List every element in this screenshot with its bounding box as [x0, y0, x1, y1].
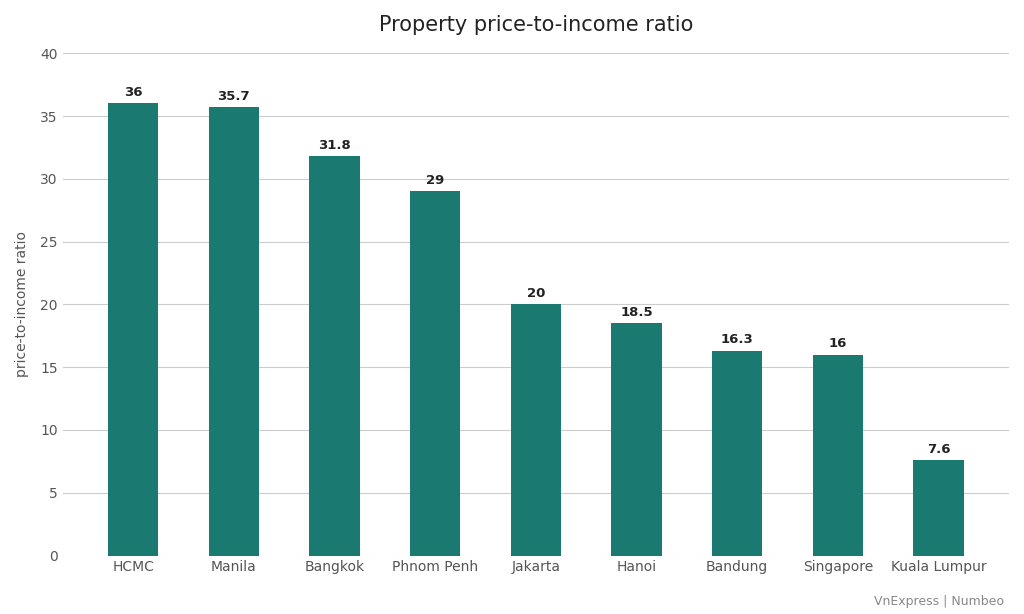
Bar: [611, 323, 662, 556]
Bar: [209, 107, 259, 556]
Text: 35.7: 35.7: [217, 90, 250, 103]
Text: 20: 20: [526, 287, 545, 300]
Bar: [410, 192, 460, 556]
Text: 31.8: 31.8: [318, 139, 351, 152]
Text: 16: 16: [828, 337, 847, 350]
Text: 29: 29: [426, 174, 444, 187]
Bar: [913, 460, 964, 556]
Title: Property price-to-income ratio: Property price-to-income ratio: [379, 15, 693, 35]
Y-axis label: price-to-income ratio: price-to-income ratio: [15, 231, 29, 378]
Bar: [813, 355, 863, 556]
Bar: [511, 305, 561, 556]
Text: 16.3: 16.3: [721, 333, 754, 346]
Text: VnExpress | Numbeo: VnExpress | Numbeo: [873, 595, 1004, 608]
Text: 18.5: 18.5: [621, 306, 652, 319]
Text: 7.6: 7.6: [927, 443, 950, 456]
Text: 36: 36: [124, 86, 142, 99]
Bar: [108, 103, 159, 556]
Bar: [712, 351, 762, 556]
Bar: [309, 156, 359, 556]
